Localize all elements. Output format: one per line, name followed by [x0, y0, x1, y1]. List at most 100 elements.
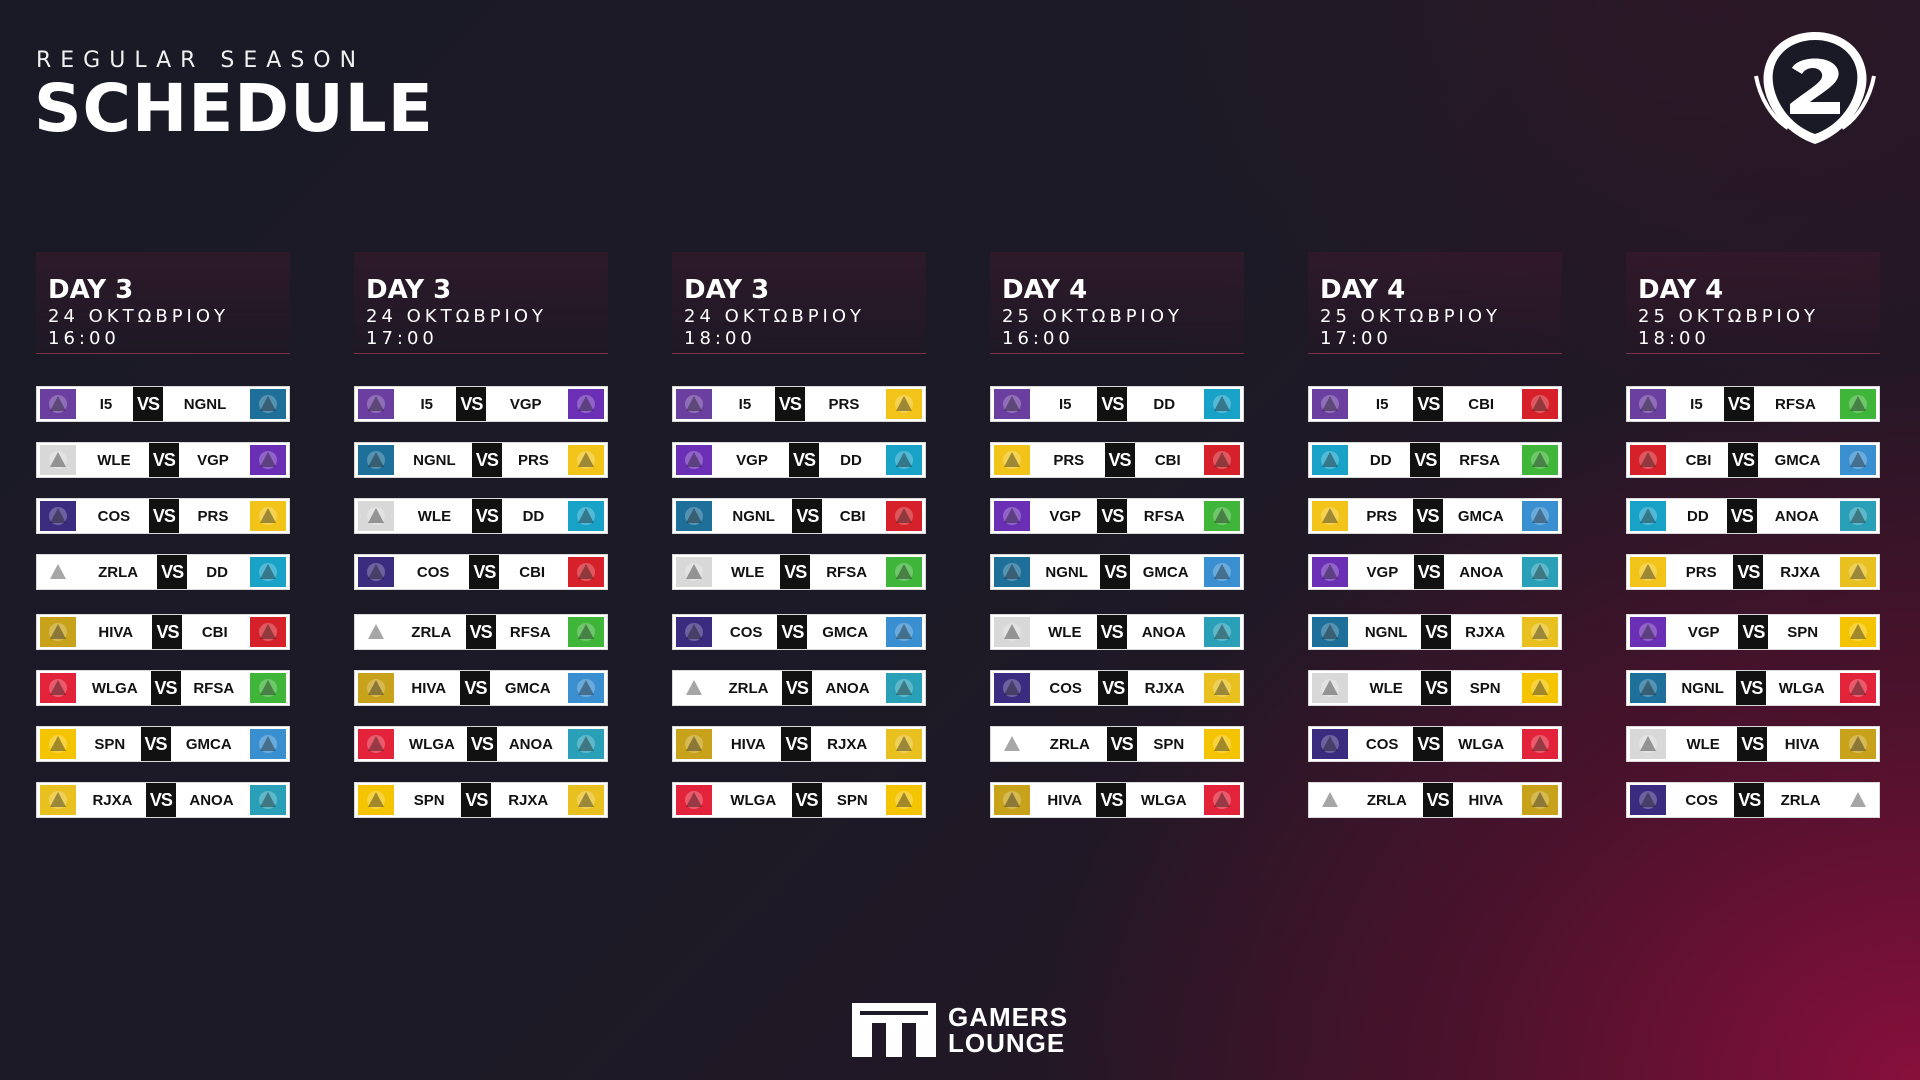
match-row[interactable]: HIVA VS WLGA — [990, 782, 1244, 818]
home-team-name: SPN — [413, 791, 445, 809]
match-row[interactable]: NGNL VS RJXA — [1308, 614, 1562, 650]
versus-badge: VS — [469, 555, 500, 589]
match-row[interactable]: NGNL VS WLGA — [1626, 670, 1880, 706]
match-row[interactable]: ZRLA VS HIVA — [1308, 782, 1562, 818]
match-row[interactable]: VGP VS DD — [672, 442, 926, 478]
match-row[interactable]: WLGA VS SPN — [672, 782, 926, 818]
home-team-logo-icon — [1627, 671, 1669, 705]
match-row[interactable]: VGP VS SPN — [1626, 614, 1880, 650]
away-team-name: GMCA — [1142, 563, 1189, 581]
away-team-logo-icon — [1519, 555, 1561, 589]
match-row[interactable]: WLGA VS RFSA — [36, 670, 290, 706]
match-row[interactable]: ZRLA VS SPN — [990, 726, 1244, 762]
versus-badge: VS — [781, 727, 812, 761]
match-row[interactable]: DD VS RFSA — [1308, 442, 1562, 478]
match-row[interactable]: VGP VS RFSA — [990, 498, 1244, 534]
home-team-logo-icon — [37, 387, 79, 421]
day-label: DAY 3 — [366, 275, 452, 305]
away-team-logo-icon — [1837, 443, 1879, 477]
match-row[interactable]: SPN VS RJXA — [354, 782, 608, 818]
match-row[interactable]: ZRLA VS DD — [36, 554, 290, 590]
home-team-logo-icon — [37, 783, 79, 817]
home-team-logo-icon — [37, 671, 79, 705]
match-row[interactable]: NGNL VS GMCA — [990, 554, 1244, 590]
match-row[interactable]: COS VS CBI — [354, 554, 608, 590]
match-row[interactable]: NGNL VS CBI — [672, 498, 926, 534]
versus-badge: VS — [1726, 499, 1757, 533]
match-row[interactable]: WLE VS DD — [354, 498, 608, 534]
away-team-logo-icon — [1201, 671, 1243, 705]
away-team-name: ANOA — [1459, 563, 1504, 581]
versus-badge: VS — [774, 387, 805, 421]
time-label: 17:00 — [366, 328, 438, 349]
away-team-name: CBI — [201, 623, 228, 641]
day-label: DAY 3 — [48, 275, 134, 305]
away-team-logo-icon — [883, 555, 925, 589]
match-row[interactable]: ZRLA VS RFSA — [354, 614, 608, 650]
away-team-name: GMCA — [1774, 451, 1821, 469]
match-row[interactable]: I5 VS DD — [990, 386, 1244, 422]
versus-badge: VS — [152, 615, 183, 649]
match-row[interactable]: I5 VS VGP — [354, 386, 608, 422]
home-team-name: COS — [1365, 735, 1399, 753]
away-team-name: SPN — [1469, 679, 1501, 697]
match-row[interactable]: COS VS ZRLA — [1626, 782, 1880, 818]
day-label: DAY 4 — [1320, 275, 1406, 305]
match-row[interactable]: RJXA VS ANOA — [36, 782, 290, 818]
away-team-logo-icon — [883, 727, 925, 761]
home-team-name: ZRLA — [1366, 791, 1407, 809]
home-team-name: WLE — [97, 451, 131, 469]
match-row[interactable]: I5 VS PRS — [672, 386, 926, 422]
match-row[interactable]: COS VS PRS — [36, 498, 290, 534]
home-team-name: WLE — [1369, 679, 1403, 697]
home-team-logo-icon — [1627, 499, 1669, 533]
match-row[interactable]: PRS VS RJXA — [1626, 554, 1880, 590]
match-row[interactable]: WLGA VS ANOA — [354, 726, 608, 762]
home-team-logo-icon — [37, 499, 79, 533]
versus-badge: VS — [466, 727, 497, 761]
match-row[interactable]: WLE VS HIVA — [1626, 726, 1880, 762]
away-team-name: ANOA — [825, 679, 870, 697]
away-team-name: GMCA — [1457, 507, 1504, 525]
away-team-logo-icon — [1837, 727, 1879, 761]
match-row[interactable]: COS VS GMCA — [672, 614, 926, 650]
home-team-name: ZRLA — [98, 563, 139, 581]
match-row[interactable]: HIVA VS GMCA — [354, 670, 608, 706]
match-row[interactable]: COS VS WLGA — [1308, 726, 1562, 762]
versus-badge: VS — [1413, 727, 1444, 761]
away-team-logo-icon — [883, 671, 925, 705]
match-row[interactable]: HIVA VS CBI — [36, 614, 290, 650]
match-row[interactable]: NGNL VS PRS — [354, 442, 608, 478]
home-team-name: WLE — [730, 563, 765, 581]
match-row[interactable]: WLE VS ANOA — [990, 614, 1244, 650]
versus-badge: VS — [1096, 783, 1127, 817]
match-row[interactable]: WLE VS RFSA — [672, 554, 926, 590]
home-team-logo-icon — [673, 443, 715, 477]
home-team-name: PRS — [1053, 451, 1085, 469]
home-team-logo-icon — [991, 671, 1033, 705]
match-row[interactable]: DD VS ANOA — [1626, 498, 1880, 534]
match-row[interactable]: WLE VS SPN — [1308, 670, 1562, 706]
home-team-name: I5 — [1058, 395, 1072, 413]
match-row[interactable]: I5 VS RFSA — [1626, 386, 1880, 422]
versus-badge: VS — [1106, 727, 1137, 761]
match-row[interactable]: PRS VS CBI — [990, 442, 1244, 478]
away-team-logo-icon — [1519, 727, 1561, 761]
away-team-logo-icon — [1519, 615, 1561, 649]
match-row[interactable]: HIVA VS RJXA — [672, 726, 926, 762]
match-row[interactable]: ZRLA VS ANOA — [672, 670, 926, 706]
away-team-name: WLGA — [1140, 791, 1187, 809]
match-row[interactable]: PRS VS GMCA — [1308, 498, 1562, 534]
home-team-logo-icon — [1627, 443, 1669, 477]
away-team-name: RFSA — [826, 563, 868, 581]
match-row[interactable]: I5 VS NGNL — [36, 386, 290, 422]
match-row[interactable]: WLE VS VGP — [36, 442, 290, 478]
home-team-name: COS — [1049, 679, 1082, 697]
match-row[interactable]: SPN VS GMCA — [36, 726, 290, 762]
match-row[interactable]: COS VS RJXA — [990, 670, 1244, 706]
match-row[interactable]: CBI VS GMCA — [1626, 442, 1880, 478]
match-row[interactable]: I5 VS CBI — [1308, 386, 1562, 422]
home-team-logo-icon — [1627, 555, 1669, 589]
versus-badge: VS — [456, 387, 487, 421]
match-row[interactable]: VGP VS ANOA — [1308, 554, 1562, 590]
